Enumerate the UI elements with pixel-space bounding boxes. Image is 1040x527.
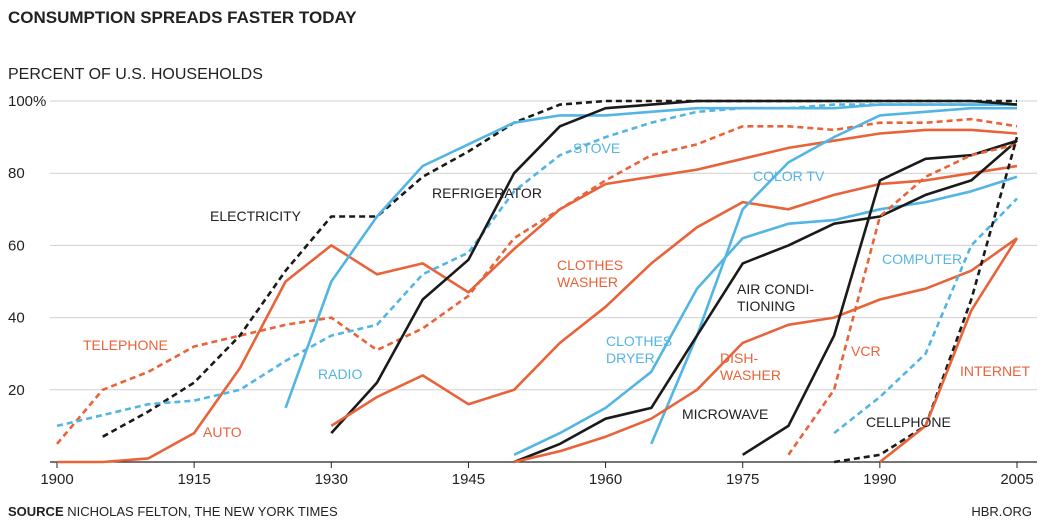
series-label: ELECTRICITY [210, 208, 302, 224]
x-tick-label: 1930 [315, 471, 348, 488]
chart-title: CONSUMPTION SPREADS FASTER TODAY [8, 8, 357, 27]
series-line [330, 99, 1018, 434]
series-line [879, 237, 1019, 464]
x-tick-label: 1975 [726, 471, 759, 488]
series-label: COLOR TV [753, 168, 825, 184]
series-line [56, 103, 1017, 428]
y-tick-label: 40 [8, 310, 25, 327]
series-line [513, 237, 1018, 464]
y-tick-label: 80 [8, 165, 25, 182]
series-label: VCR [851, 343, 881, 359]
x-tick-label: 1990 [863, 471, 896, 488]
y-tick-label: 100% [8, 93, 46, 110]
series-line [513, 139, 1018, 464]
series-label: REFRIGERATOR [432, 185, 542, 201]
series-label: AUTO [203, 424, 242, 440]
credit: HBR.ORG [971, 504, 1032, 519]
source-text: NICHOLAS FELTON, THE NEW YORK TIMES [67, 504, 338, 519]
series-label: CELLPHONE [866, 414, 951, 430]
series-label: MICROWAVE [682, 406, 769, 422]
y-tick-label: 20 [8, 382, 25, 399]
x-tick-label: 1960 [589, 471, 622, 488]
series-label: STOVE [573, 140, 621, 156]
series-line [833, 197, 1018, 435]
series-line [57, 128, 1018, 464]
series-line [787, 143, 1018, 456]
series-line [650, 106, 1017, 445]
series-label: DISH- WASHER [720, 350, 781, 383]
x-tick-label: 1900 [40, 471, 73, 488]
subtitle: PERCENT OF U.S. HOUSEHOLDS [8, 66, 263, 83]
source: SOURCE NICHOLAS FELTON, THE NEW YORK TIM… [8, 504, 338, 519]
series-label: TELEPHONE [83, 337, 168, 353]
series-line [513, 175, 1018, 456]
x-tick-label: 1945 [452, 471, 485, 488]
series-label: AIR CONDI- TIONING [737, 281, 814, 314]
series-label: CLOTHES WASHER [557, 257, 624, 290]
x-tick-label: 1915 [177, 471, 210, 488]
series-label: COMPUTER [882, 251, 963, 267]
series-line [742, 139, 1018, 456]
source-label: SOURCE [8, 504, 64, 519]
series-label: CLOTHES DRYER [606, 333, 673, 366]
series-line [330, 164, 1018, 427]
series-label: RADIO [318, 366, 363, 382]
series-line [56, 117, 1018, 445]
x-tick-label: 2005 [1000, 471, 1033, 488]
series-line [284, 103, 1017, 409]
y-tick-label: 60 [8, 237, 25, 254]
series-line [102, 99, 1017, 438]
series-label: INTERNET [960, 363, 1030, 379]
